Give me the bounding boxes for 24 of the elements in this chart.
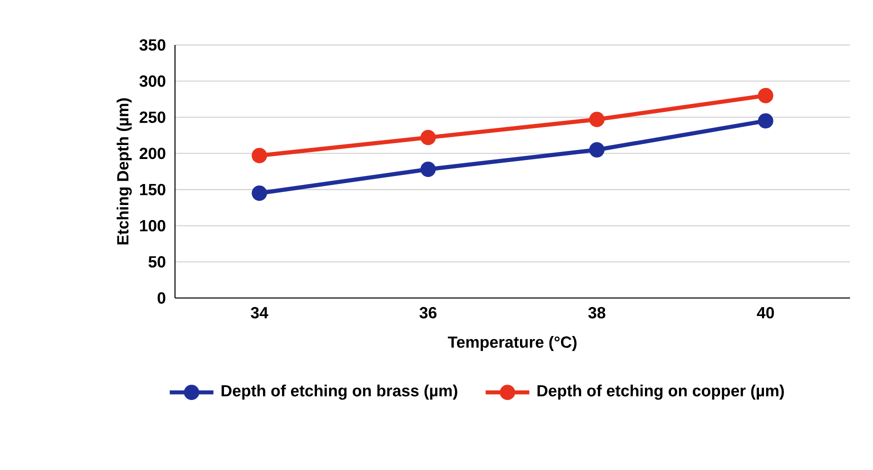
point bbox=[252, 148, 268, 164]
y-tick-label: 300 bbox=[139, 75, 166, 87]
point bbox=[758, 113, 774, 129]
point bbox=[758, 88, 774, 104]
y-tick-label: 100 bbox=[140, 220, 166, 232]
legend-label: Depth of etching on brass (µm) bbox=[222, 384, 458, 400]
x-tick-label: 38 bbox=[588, 306, 606, 318]
point bbox=[589, 112, 605, 128]
y-axis-title: Etching Depth (µm) bbox=[116, 98, 132, 244]
x-tick-label: 36 bbox=[420, 306, 437, 318]
y-tick-label: 150 bbox=[140, 184, 166, 196]
y-tick-label: 350 bbox=[139, 39, 166, 51]
y-tick-label: 250 bbox=[140, 112, 166, 123]
y-tick-label: 200 bbox=[140, 148, 166, 160]
point bbox=[420, 130, 436, 146]
x-axis-title: Temperature (°C) bbox=[448, 336, 577, 351]
x-tick-label: 34 bbox=[250, 306, 268, 318]
point bbox=[420, 162, 436, 177]
point bbox=[252, 186, 268, 201]
point bbox=[589, 142, 605, 158]
legend-label: Depth of etching on copper (µm) bbox=[538, 384, 784, 400]
y-tick-label: 50 bbox=[148, 256, 166, 268]
y-tick-label: 0 bbox=[158, 292, 166, 304]
x-tick-label: 40 bbox=[756, 306, 774, 318]
